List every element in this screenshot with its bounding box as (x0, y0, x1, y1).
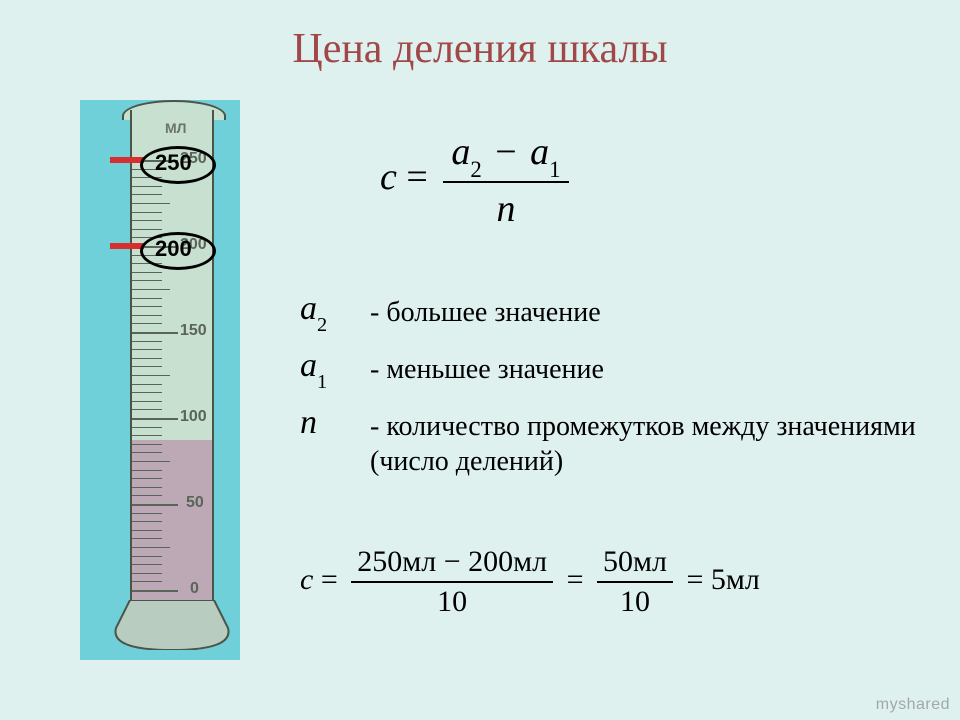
unit-label: МЛ (165, 120, 187, 136)
example-num2: 50мл (597, 545, 673, 583)
watermark: myshared (876, 696, 950, 714)
definitions: a2 - большее значение a1 - меньшее значе… (300, 290, 930, 493)
scale-0: 0 (190, 580, 199, 598)
scale-50: 50 (186, 494, 204, 512)
scale-100: 100 (180, 408, 207, 426)
marker-label-200: 200 (155, 236, 192, 262)
example-den1: 10 (351, 583, 553, 619)
def-a1: a1 - меньшее значение (300, 347, 930, 390)
formula-sub1: 1 (549, 157, 560, 182)
slide: Цена деления шкалы МЛ 250 200 150 100 50… (0, 0, 960, 720)
formula-sub2: 2 (470, 157, 481, 182)
formula-lhs: c (380, 156, 397, 198)
formula-n: n (443, 183, 568, 231)
marker-line-250 (110, 157, 144, 163)
page-title: Цена деления шкалы (0, 25, 960, 73)
example-lhs: c (300, 563, 313, 596)
formula-minus: − (491, 131, 520, 173)
formula-a1: a (530, 131, 549, 173)
cylinder-base (110, 600, 234, 650)
example-result: 5мл (711, 563, 760, 596)
marker-label-250: 250 (155, 150, 192, 176)
example-num1: 250мл − 200мл (351, 545, 553, 583)
scale-150: 150 (180, 322, 207, 340)
cylinder-figure: МЛ 250 200 150 100 50 0 250 200 (80, 100, 240, 660)
def-n: n - количество промежутков между значени… (300, 404, 930, 479)
formula-a2: a (451, 131, 470, 173)
formula-example: c = 250мл − 200мл 10 = 50мл 10 = 5мл (300, 545, 760, 619)
formula-main: c = a2 − a1 n (380, 130, 575, 231)
def-a2-text: - большее значение (370, 290, 601, 330)
marker-line-200 (110, 243, 144, 249)
example-den2: 10 (597, 583, 673, 619)
def-a2: a2 - большее значение (300, 290, 930, 333)
def-n-text: - количество промежутков между значениям… (370, 404, 930, 479)
def-a1-text: - меньшее значение (370, 347, 604, 387)
